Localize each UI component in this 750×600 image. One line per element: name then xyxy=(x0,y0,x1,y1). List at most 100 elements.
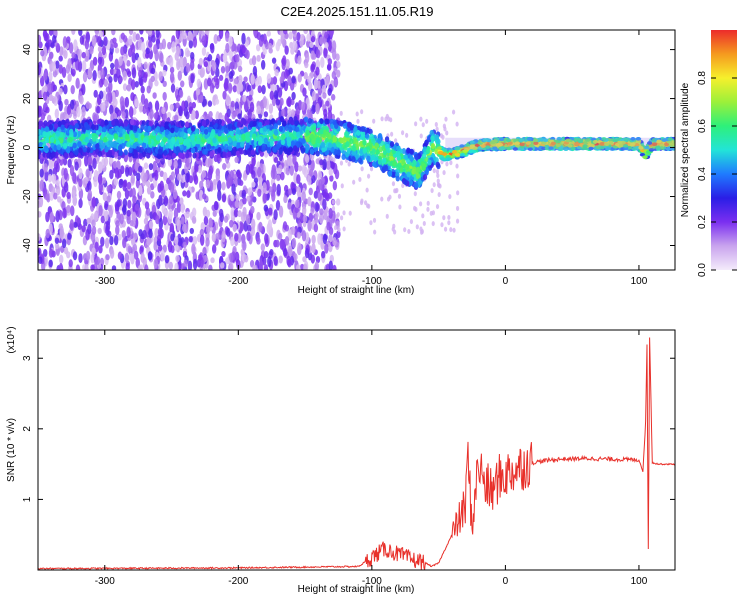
spectrogram-cell xyxy=(238,201,243,210)
spectrogram-cell xyxy=(153,258,158,269)
spectrogram-cell xyxy=(116,109,122,117)
spectrogram-cell xyxy=(287,229,293,241)
spectrogram-cell xyxy=(132,195,137,204)
spectrogram-cell xyxy=(169,72,175,83)
spectrogram-cell xyxy=(303,263,308,270)
spectrogram-cell xyxy=(67,158,72,168)
spectrogram-cell xyxy=(98,205,103,217)
spectrogram-cell xyxy=(177,237,183,247)
spectrogram-cell xyxy=(95,256,101,265)
spectrogram-cell xyxy=(238,179,244,187)
spectrogram-cell xyxy=(121,230,126,239)
spectrogram-cell xyxy=(311,242,316,254)
spectrogram-cell xyxy=(302,87,307,97)
spectrogram-cell xyxy=(447,220,451,226)
spectrogram-cell xyxy=(421,122,425,128)
spectrogram-cell xyxy=(45,33,50,43)
spectrogram-cell xyxy=(71,30,76,36)
spectrogram-cell xyxy=(303,30,309,35)
spectrogram-cell xyxy=(328,207,333,219)
spectrogram-cell xyxy=(277,232,283,240)
spectrogram-cell xyxy=(146,85,151,94)
spectrogram-cell xyxy=(237,65,243,73)
spectrogram-cell xyxy=(218,208,224,218)
spectrogram-cell xyxy=(38,196,44,208)
spectrogram-cell xyxy=(291,226,296,235)
spectrogram-cell xyxy=(165,56,171,65)
spectrogram-cell xyxy=(124,252,130,263)
spectrogram-cell xyxy=(38,64,42,76)
spectrogram-cell xyxy=(236,171,241,178)
spectrogram-cell xyxy=(78,253,83,264)
spectrogram-heat-layer xyxy=(38,30,675,270)
spectrogram-cell xyxy=(185,172,190,183)
spectrogram-cell xyxy=(89,46,94,55)
spectrogram-cell xyxy=(322,158,327,170)
spectrogram-cell xyxy=(347,161,351,167)
spectrogram-cell xyxy=(175,102,180,109)
spectrogram-cell xyxy=(202,98,207,107)
spectrogram-cell xyxy=(242,240,247,251)
spectrogram-cell xyxy=(143,172,148,182)
spectrogram-cell xyxy=(79,35,85,45)
spectrogram-cell xyxy=(331,40,337,53)
spectrogram-cell xyxy=(127,199,132,209)
spectrogram-cell xyxy=(401,130,405,136)
spectrogram-cell xyxy=(440,222,444,228)
spectrogram-cell xyxy=(142,72,148,83)
spectrogram-cell xyxy=(98,180,104,193)
spectrogram-cell xyxy=(304,247,310,259)
spectrogram-cell xyxy=(296,31,301,42)
spectrogram-cell xyxy=(315,66,320,76)
spectrogram-cell xyxy=(215,232,220,240)
spectrogram-cell xyxy=(248,94,253,101)
spectrogram-cell xyxy=(281,108,286,117)
spectrogram-cell xyxy=(132,31,137,43)
spectrogram-cell xyxy=(321,250,326,259)
spectrogram-cell xyxy=(38,248,41,256)
spectrogram-cell xyxy=(275,174,281,182)
spectrogram-cell xyxy=(148,220,154,229)
spectrogram-cell xyxy=(293,253,298,261)
spectrogram-cell xyxy=(127,245,132,253)
spectrogram-cell xyxy=(213,34,218,45)
spectrogram-cell xyxy=(323,108,328,118)
spectrogram-cell xyxy=(190,73,195,84)
spectrogram-cell xyxy=(203,215,209,226)
spectrogram-cell xyxy=(221,250,226,258)
spectrogram-cell xyxy=(242,196,247,205)
spectrogram-cell xyxy=(108,80,113,93)
spectrogram-cell xyxy=(225,65,230,74)
spectrogram-cell xyxy=(175,30,181,40)
spectrogram-cell xyxy=(152,92,157,99)
spectrogram-cell xyxy=(154,100,160,112)
spectrogram-cell xyxy=(79,95,84,105)
spectrogram-cell xyxy=(303,72,308,80)
spectrogram-cell xyxy=(224,81,229,88)
spectrogram-cell xyxy=(431,221,435,227)
spectrogram-cell xyxy=(365,187,369,193)
spectrogram-cell xyxy=(154,227,159,239)
spectrogram-cell xyxy=(227,82,233,94)
spectrogram-cell xyxy=(176,201,182,214)
spectrogram-cell xyxy=(229,219,234,228)
spectrogram-cell xyxy=(215,171,221,182)
spectrogram-cell xyxy=(300,33,305,41)
spectrogram-cell xyxy=(288,248,293,255)
spectrogram-cell xyxy=(232,223,237,232)
spectrogram-cell xyxy=(51,61,57,72)
spectrogram-cell xyxy=(102,192,108,201)
spectrogram-cell xyxy=(366,173,371,179)
spectrogram-cell xyxy=(70,85,75,95)
spectrogram-cell xyxy=(40,50,45,57)
spectrogram-cell xyxy=(203,78,209,90)
spectrogram-cell xyxy=(332,180,338,191)
spectrogram-cell xyxy=(114,58,119,71)
spectrogram-cell xyxy=(130,92,135,102)
spectrogram-cell xyxy=(326,64,332,71)
spectrogram-cell xyxy=(275,98,281,106)
spectrogram-cell xyxy=(449,227,453,233)
spectrogram-cell xyxy=(111,265,117,270)
spectrogram-cell xyxy=(201,47,207,56)
spectrogram-cell xyxy=(300,101,306,111)
